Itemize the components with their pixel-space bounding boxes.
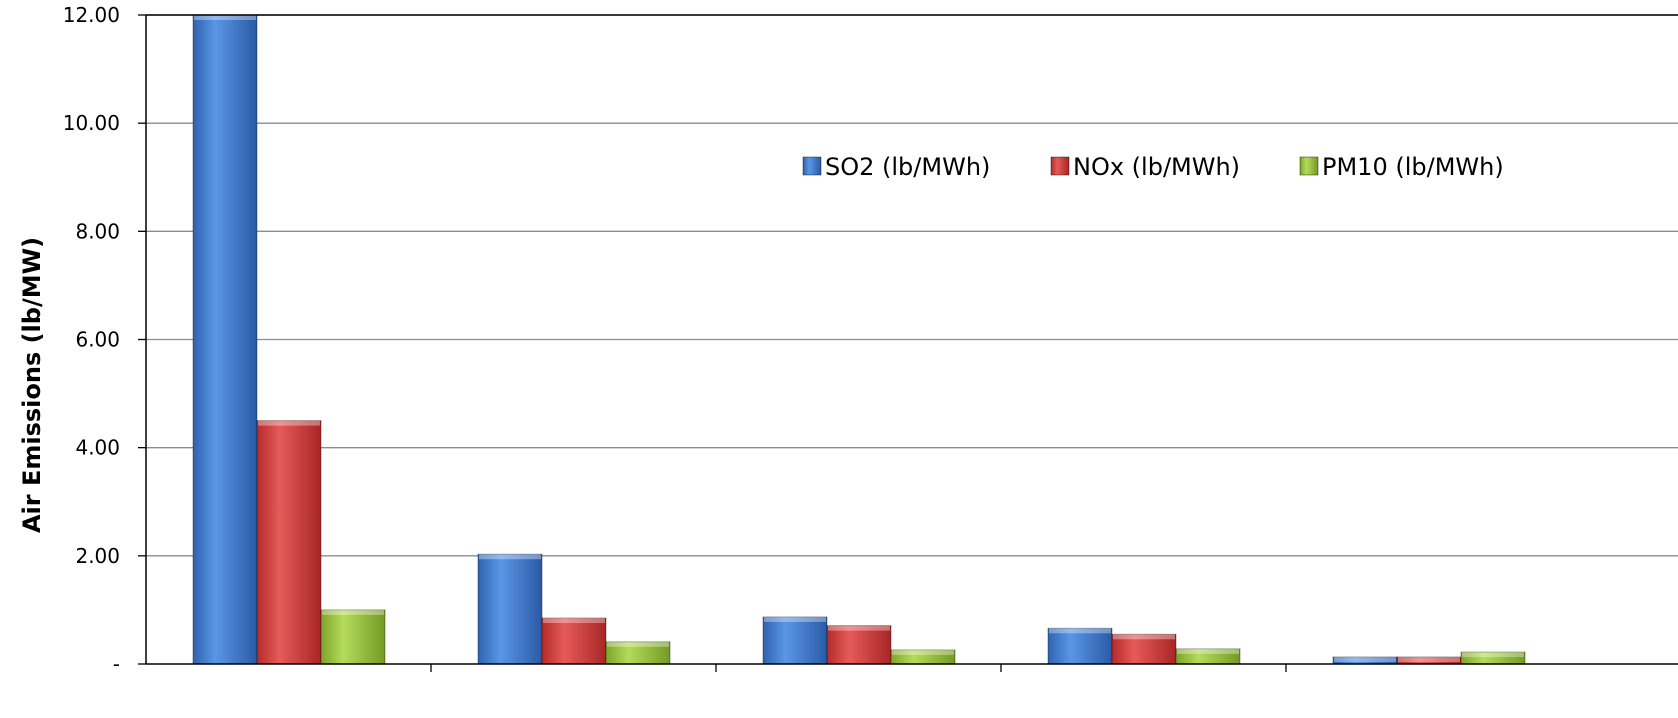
bar (1460, 651, 1526, 665)
legend-swatch (802, 156, 822, 176)
axes (145, 14, 1678, 672)
bar (1396, 656, 1462, 665)
y-axis-ticks: - 2.00 4.00 6.00 8.00 10.00 12.00 (63, 3, 146, 676)
legend-label: NOx (lb/MWh) (1073, 153, 1240, 181)
bars (192, 14, 1526, 665)
bar (605, 641, 671, 665)
y-axis-label: Air Emissions (lb/MW) (18, 237, 46, 533)
bar (890, 649, 956, 665)
y-tick-label: 12.00 (63, 3, 120, 27)
legend-label: PM10 (lb/MWh) (1322, 153, 1504, 181)
bar (1111, 633, 1177, 665)
bar (1047, 627, 1113, 665)
bar (1332, 656, 1398, 665)
bar (762, 616, 828, 665)
bar (826, 625, 892, 665)
bar (541, 617, 607, 665)
legend: SO2 (lb/MWh) NOx (lb/MWh) PM10 (lb/MWh) (802, 153, 1504, 181)
bar (1175, 648, 1241, 665)
y-tick-label: 4.00 (75, 436, 120, 460)
legend-swatch (1299, 156, 1319, 176)
y-tick-label: 10.00 (63, 111, 120, 135)
y-tick-label: 8.00 (75, 219, 120, 243)
gridlines (146, 14, 1678, 557)
legend-item: PM10 (lb/MWh) (1299, 153, 1504, 181)
legend-label: SO2 (lb/MWh) (825, 153, 990, 181)
bar (320, 609, 386, 665)
y-tick-label: - (113, 652, 120, 676)
legend-item: SO2 (lb/MWh) (802, 153, 990, 181)
legend-swatch (1050, 156, 1070, 176)
legend-item: NOx (lb/MWh) (1050, 153, 1240, 181)
bar (256, 420, 322, 665)
y-tick-label: 2.00 (75, 544, 120, 568)
bar (477, 553, 543, 665)
y-tick-label: 6.00 (75, 328, 120, 352)
bar (192, 14, 258, 665)
